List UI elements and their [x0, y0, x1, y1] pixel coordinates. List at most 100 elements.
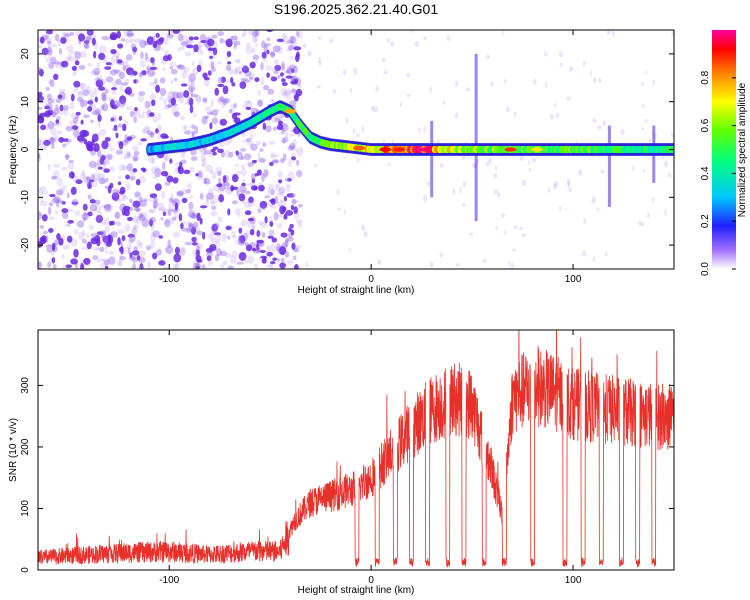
noise-blob [81, 229, 86, 236]
noise-blob [234, 207, 242, 215]
noise-blob [155, 128, 159, 134]
noise-blob [207, 47, 216, 51]
noise-blob [132, 250, 140, 256]
noise-blob [270, 51, 276, 59]
noise-blob [521, 233, 526, 238]
noise-blob [121, 165, 129, 171]
noise-blob [126, 136, 133, 141]
noise-blob [77, 91, 84, 99]
noise-blob [190, 87, 194, 96]
noise-blob [266, 49, 270, 55]
noise-blob [46, 93, 52, 101]
noise-blob [661, 155, 665, 160]
noise-blob [271, 237, 278, 243]
noise-blob [286, 67, 293, 74]
noise-blob [222, 175, 227, 184]
noise-blob [238, 227, 242, 234]
noise-blob [559, 62, 564, 67]
spectrogram-x-label: Height of straight line (km) [298, 285, 415, 296]
noise-blob [504, 230, 507, 236]
noise-blob [119, 95, 127, 105]
noise-blob [108, 250, 114, 256]
noise-blob [157, 130, 161, 140]
noise-blob [261, 205, 266, 211]
noise-blob [93, 142, 100, 152]
noise-blob [128, 256, 136, 260]
noise-blob [262, 122, 267, 131]
noise-blob [183, 125, 189, 130]
noise-blob [80, 172, 86, 180]
noise-blob [267, 235, 274, 239]
noise-blob [164, 248, 169, 253]
noise-blob [48, 227, 54, 233]
noise-blob [53, 134, 59, 142]
noise-blob [119, 255, 126, 261]
noise-blob [135, 37, 141, 44]
noise-blob [260, 76, 265, 86]
noise-blob [318, 57, 321, 63]
noise-blob [121, 99, 127, 107]
noise-blob [133, 116, 138, 124]
noise-blob [81, 246, 89, 251]
noise-blob [452, 188, 456, 195]
noise-blob [219, 118, 228, 126]
noise-blob [414, 40, 420, 47]
noise-blob [271, 154, 280, 158]
noise-blob [293, 93, 299, 102]
noise-blob [219, 96, 225, 103]
noise-blob [238, 71, 243, 75]
noise-blob [74, 228, 79, 235]
noise-blob [82, 216, 87, 222]
noise-blob [111, 114, 117, 122]
noise-blob [257, 89, 261, 96]
noise-blob [210, 66, 217, 72]
noise-blob [129, 111, 135, 118]
noise-blob [95, 71, 99, 76]
noise-blob [87, 146, 94, 152]
noise-blob [274, 64, 282, 72]
noise-blob [243, 100, 252, 104]
noise-blob [382, 57, 386, 63]
noise-blob [52, 264, 57, 269]
noise-blob [342, 69, 347, 76]
noise-blob [528, 168, 532, 172]
noise-blob [80, 119, 84, 125]
noise-blob [154, 183, 162, 191]
noise-blob [162, 67, 166, 72]
noise-blob [166, 104, 174, 108]
noise-blob [146, 65, 150, 74]
noise-blob [256, 101, 264, 107]
noise-blob [287, 236, 294, 242]
noise-blob [172, 91, 179, 99]
noise-blob [162, 55, 170, 62]
noise-blob [222, 260, 228, 266]
noise-blob [313, 163, 318, 168]
noise-blob [203, 177, 208, 185]
noise-blob [247, 141, 254, 147]
noise-blob [50, 122, 59, 127]
noise-blob [192, 113, 197, 118]
noise-blob [39, 112, 48, 117]
noise-blob [259, 249, 267, 253]
noise-blob [144, 56, 152, 63]
noise-blob [177, 166, 182, 172]
noise-blob [238, 193, 246, 202]
noise-blob [148, 209, 157, 214]
noise-blob [210, 210, 218, 217]
noise-blob [191, 130, 195, 136]
noise-blob [289, 223, 294, 229]
noise-blob [461, 155, 466, 160]
noise-blob [111, 116, 118, 123]
noise-blob [164, 181, 171, 186]
noise-blob [252, 47, 256, 54]
noise-blob [271, 67, 276, 72]
noise-blob [297, 203, 303, 208]
noise-blob [179, 161, 183, 168]
noise-blob [62, 244, 70, 250]
noise-blob [102, 93, 107, 103]
noise-blob [121, 235, 126, 242]
noise-blob [68, 56, 77, 62]
noise-blob [194, 95, 202, 102]
noise-blob [120, 245, 124, 255]
noise-blob [44, 124, 52, 130]
